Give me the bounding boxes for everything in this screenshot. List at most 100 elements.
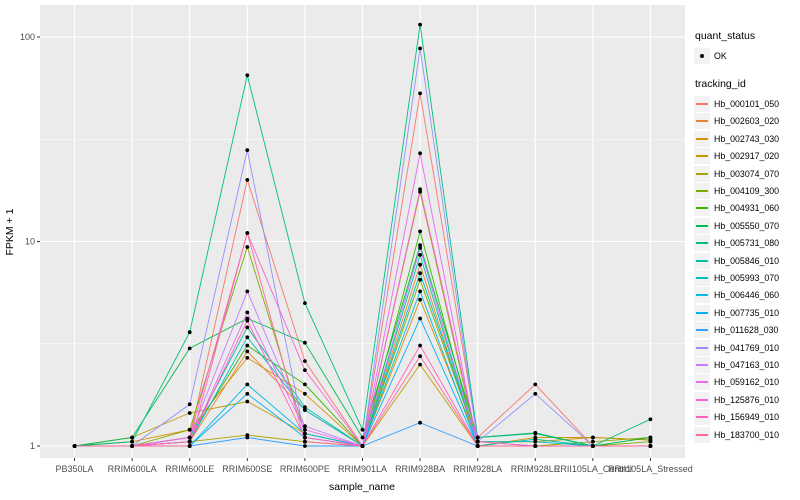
data-point xyxy=(418,22,422,27)
data-point xyxy=(303,444,307,448)
data-point xyxy=(245,349,250,354)
data-point xyxy=(360,435,365,440)
data-point xyxy=(360,427,365,432)
data-point xyxy=(187,402,192,407)
data-point xyxy=(475,439,480,444)
data-point xyxy=(245,318,250,323)
data-point xyxy=(418,420,422,425)
legend-item-Hb_005846_010: Hb_005846_010 xyxy=(694,252,800,269)
data-point xyxy=(418,354,422,359)
legend-label: Hb_002743_030 xyxy=(714,133,780,144)
data-point xyxy=(245,325,250,330)
data-point xyxy=(187,435,192,440)
legend-item-Hb_006446_060: Hb_006446_060 xyxy=(694,287,800,304)
x-tick-label: RRIM600SE xyxy=(222,464,272,474)
line-swatch-icon xyxy=(694,217,710,234)
data-point xyxy=(418,229,422,234)
legend-label: Hb_011628_030 xyxy=(714,325,779,336)
line-swatch-icon xyxy=(694,200,710,217)
legend-quant-status: quant_status OK xyxy=(694,30,800,64)
data-point xyxy=(303,382,307,387)
data-point xyxy=(245,73,250,78)
data-point xyxy=(533,391,538,396)
data-point xyxy=(303,301,307,305)
data-point xyxy=(418,46,422,51)
data-point xyxy=(418,289,422,294)
legend-label: Hb_005993_070 xyxy=(714,272,780,283)
x-tick-label: RRIM928BA xyxy=(395,464,445,474)
line-swatch-icon xyxy=(694,130,710,147)
legend-item-ok: OK xyxy=(694,47,800,64)
data-point xyxy=(533,444,538,448)
y-tick-label: 100 xyxy=(20,32,35,42)
legend-label: Hb_183700_010 xyxy=(714,429,780,440)
line-swatch-icon xyxy=(694,165,710,182)
data-point xyxy=(418,277,422,282)
legend-label: Hb_005846_010 xyxy=(714,255,780,266)
line-swatch-icon xyxy=(694,356,710,373)
legend-item-Hb_005993_070: Hb_005993_070 xyxy=(694,269,800,286)
x-axis-title: sample_name xyxy=(329,481,395,493)
y-axis-title: FPKM + 1 xyxy=(4,208,16,255)
data-point xyxy=(418,243,422,248)
data-point xyxy=(72,444,77,448)
data-point xyxy=(303,424,307,429)
data-point xyxy=(475,444,480,448)
legend-label: Hb_002917_020 xyxy=(714,151,780,162)
data-point xyxy=(303,340,307,345)
legend-item-Hb_125876_010: Hb_125876_010 xyxy=(694,391,800,408)
legend-item-Hb_011628_030: Hb_011628_030 xyxy=(694,321,800,339)
legend-item-Hb_002917_020: Hb_002917_020 xyxy=(694,148,800,165)
line-swatch-icon xyxy=(694,183,710,200)
legend-title-tracking-id: tracking_id xyxy=(695,78,746,91)
data-point xyxy=(418,262,422,267)
line-swatch-icon xyxy=(694,374,710,391)
data-point xyxy=(187,444,192,448)
line-swatch-icon xyxy=(694,391,710,408)
line-swatch-icon xyxy=(694,235,710,252)
data-point xyxy=(303,431,307,436)
data-point xyxy=(418,253,422,257)
data-point xyxy=(245,289,250,294)
data-point xyxy=(245,391,250,396)
x-tick-label: RRIM600PE xyxy=(280,464,330,474)
data-point xyxy=(245,231,250,235)
legend-label: Hb_007735_010 xyxy=(714,307,780,318)
data-point xyxy=(591,439,595,444)
data-point xyxy=(245,310,250,315)
data-point xyxy=(303,435,307,440)
legend-label: Hb_006446_060 xyxy=(714,290,780,301)
legend-item-Hb_007735_010: Hb_007735_010 xyxy=(694,304,800,321)
data-point xyxy=(130,439,135,444)
legend-item-Hb_002743_030: Hb_002743_030 xyxy=(694,130,800,147)
legend-item-Hb_000101_050: Hb_000101_050 xyxy=(694,95,800,113)
data-point xyxy=(187,439,192,444)
data-point xyxy=(303,439,307,444)
data-point xyxy=(533,382,538,387)
data-point xyxy=(187,427,192,432)
data-point xyxy=(187,411,192,415)
line-swatch-icon xyxy=(694,304,710,321)
legend-label: Hb_125876_010 xyxy=(714,394,780,405)
legend-title-quant-status: quant_status xyxy=(695,30,756,42)
data-point xyxy=(475,435,480,440)
x-tick-label: RRIM901LA xyxy=(338,464,387,474)
data-point xyxy=(245,245,250,249)
line-swatch-icon xyxy=(694,322,710,339)
data-point xyxy=(418,246,422,250)
legend-item-Hb_003074_070: Hb_003074_070 xyxy=(694,165,800,182)
x-tick-label: RRIM928LA xyxy=(453,464,502,474)
legend-label: Hb_004109_300 xyxy=(714,186,780,197)
data-point xyxy=(591,444,595,448)
legend-item-Hb_004109_300: Hb_004109_300 xyxy=(694,182,800,200)
legend-label-ok: OK xyxy=(714,50,727,61)
x-tick-label: PB350LA xyxy=(56,464,94,474)
line-swatch-icon xyxy=(694,409,710,426)
legend-item-list: Hb_000101_050 Hb_002603_020 Hb_002743_030 H… xyxy=(694,95,800,443)
legend-label: Hb_059162_010 xyxy=(714,377,780,388)
data-point xyxy=(418,151,422,156)
data-point xyxy=(245,178,250,182)
data-point xyxy=(245,335,250,340)
line-swatch-icon xyxy=(694,339,710,356)
